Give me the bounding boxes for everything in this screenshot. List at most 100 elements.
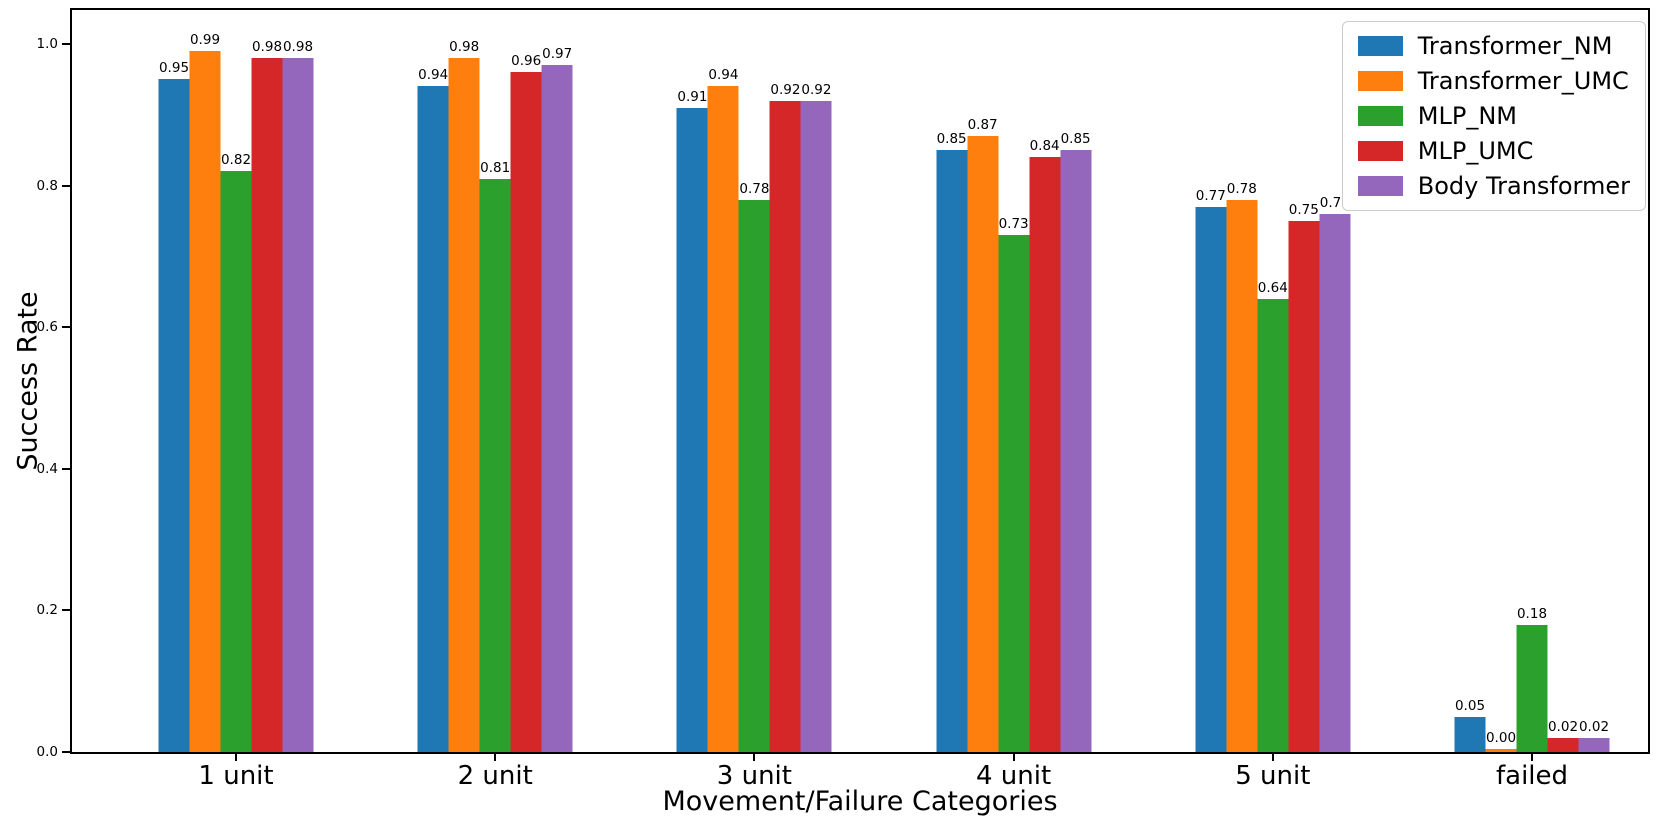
- y-axis-tick-mark: [62, 184, 70, 187]
- bar-value-label: 0.18: [1516, 605, 1548, 622]
- x-axis-tick-mark: [1012, 754, 1015, 761]
- legend-item: Transformer_UMC: [1357, 67, 1630, 95]
- legend-label: Transformer_UMC: [1417, 67, 1629, 95]
- bar-Transformer_UMC: 0.98: [448, 39, 480, 752]
- bar-Body-Transformer: 0.97: [541, 46, 573, 752]
- bar-value-label: 0.95: [158, 60, 190, 77]
- bar-Transformer_UMC: 0.00: [1485, 730, 1517, 752]
- bar-value-label: 0.94: [418, 67, 449, 84]
- bar-value-label: 0.99: [189, 32, 221, 49]
- bar-value-label: 0.78: [1226, 180, 1257, 197]
- y-axis-tick-label: 0.6: [36, 319, 58, 336]
- bar-group-2-unit: 0.94 0.98 0.81 0.96 0.97: [417, 39, 573, 752]
- bar-Body-Transformer: 0.92: [800, 82, 832, 752]
- bar-Body-Transformer: 0.76: [1319, 195, 1351, 752]
- x-axis-category-label: 5 unit: [1235, 761, 1311, 791]
- bar-value-label: 0.85: [936, 131, 967, 148]
- bar-MLP_NM: 0.18: [1516, 606, 1548, 752]
- bar-Transformer_NM: 0.91: [676, 89, 708, 752]
- x-axis-category-label: 4 unit: [976, 761, 1052, 791]
- x-axis-category-label: 1 unit: [198, 761, 274, 791]
- y-axis-tick-label: 1.0: [36, 35, 58, 52]
- bar-value-label: 0.64: [1257, 279, 1288, 296]
- bar-Body-Transformer: 0.02: [1578, 719, 1610, 752]
- bar-value-label: 0.05: [1454, 697, 1486, 714]
- x-axis-category-label: 3 unit: [716, 761, 792, 791]
- y-axis-tick-label: 0.2: [36, 602, 58, 619]
- bar-group-failed: 0.05 0.00 0.18 0.02 0.02: [1454, 606, 1610, 752]
- bar-value-label: 0.82: [220, 152, 252, 169]
- bar-MLP_UMC: 0.98: [251, 39, 283, 752]
- y-axis-tick-label: 0.0: [36, 744, 58, 760]
- bar-value-label: 0.73: [998, 216, 1029, 233]
- bar-Transformer_NM: 0.94: [417, 67, 449, 752]
- legend-label: Transformer_NM: [1417, 32, 1613, 60]
- bar-Transformer_NM: 0.05: [1454, 698, 1486, 752]
- legend-item: MLP_UMC: [1357, 137, 1630, 165]
- bar-value-label: 0.78: [739, 180, 770, 197]
- bar-value-label: 0.84: [1029, 138, 1060, 155]
- bar-value-label: 0.87: [967, 117, 998, 134]
- legend-item: Transformer_NM: [1357, 32, 1630, 60]
- bar-Body-Transformer: 0.98: [282, 39, 314, 752]
- bar-value-label: 0.02: [1578, 718, 1610, 735]
- bar-MLP_NM: 0.78: [738, 181, 770, 752]
- x-axis-tick-mark: [1271, 754, 1274, 761]
- bar-MLP_UMC: 0.92: [769, 82, 801, 752]
- y-axis-tick-mark: [62, 751, 70, 753]
- legend-swatch: [1357, 36, 1403, 56]
- bar-Body-Transformer: 0.85: [1060, 131, 1092, 752]
- x-axis-tick-mark: [753, 754, 756, 761]
- legend-item: Body Transformer: [1357, 172, 1630, 200]
- bar-Transformer_UMC: 0.78: [1226, 181, 1258, 752]
- bar-MLP_UMC: 0.84: [1029, 138, 1061, 752]
- legend: Transformer_NM Transformer_UMC MLP_NM MLP_U…: [1341, 21, 1646, 211]
- legend-label: Body Transformer: [1417, 172, 1630, 200]
- bar-MLP_NM: 0.82: [220, 152, 252, 752]
- x-axis-tick-mark: [1531, 754, 1533, 761]
- bar-value-label: 0.91: [677, 88, 708, 105]
- y-axis-tick-mark: [62, 609, 70, 612]
- bar-group-1-unit: 0.95 0.99 0.82 0.98 0.98: [158, 32, 314, 752]
- x-axis-tick-mark: [235, 754, 237, 761]
- bar-MLP_UMC: 0.02: [1547, 719, 1579, 752]
- y-axis-tick-label: 0.8: [36, 177, 58, 194]
- x-axis-title: Movement/Failure Categories: [662, 786, 1058, 817]
- bar-Transformer_NM: 0.77: [1195, 188, 1227, 752]
- y-axis-tick-mark: [62, 467, 70, 470]
- bar-value-label: 0.97: [542, 46, 573, 63]
- legend-swatch: [1357, 176, 1403, 196]
- bar-MLP_UMC: 0.96: [510, 53, 542, 752]
- bar-value-label: 0.77: [1195, 187, 1226, 204]
- bar-value-label: 0.00: [1485, 730, 1517, 746]
- bar-value-label: 0.98: [251, 39, 283, 56]
- bar-value-label: 0.98: [282, 39, 314, 56]
- bar-value-label: 0.81: [480, 159, 511, 176]
- y-axis-tick-mark: [62, 42, 70, 45]
- y-axis-tick-label: 0.4: [36, 460, 58, 477]
- legend-label: MLP_UMC: [1417, 137, 1534, 165]
- bar-value-label: 0.85: [1060, 131, 1091, 148]
- legend-swatch: [1357, 141, 1403, 161]
- bar-MLP_NM: 0.81: [479, 160, 511, 752]
- bar-value-label: 0.75: [1288, 202, 1319, 218]
- bar-value-label: 0.92: [770, 81, 801, 98]
- legend-swatch: [1357, 106, 1403, 126]
- bar-MLP_NM: 0.73: [998, 216, 1030, 752]
- bar-group-4-unit: 0.85 0.87 0.73 0.84 0.85: [936, 117, 1092, 752]
- legend-item: MLP_NM: [1357, 102, 1630, 130]
- x-axis-category-label: failed: [1495, 761, 1569, 791]
- x-axis-tick-mark: [494, 754, 497, 761]
- bar-Transformer_NM: 0.95: [158, 60, 190, 752]
- x-axis-category-label: 2 unit: [457, 761, 533, 791]
- bar-Transformer_NM: 0.85: [936, 131, 968, 752]
- legend-swatch: [1357, 71, 1403, 91]
- bar-value-label: 0.98: [449, 39, 480, 56]
- bar-value-label: 0.92: [801, 81, 832, 98]
- legend-label: MLP_NM: [1417, 102, 1517, 130]
- bar-group-3-unit: 0.91 0.94 0.78 0.92 0.92: [676, 67, 832, 752]
- bar-Transformer_UMC: 0.99: [189, 32, 221, 752]
- bar-MLP_UMC: 0.75: [1288, 202, 1320, 752]
- bar-group-5-unit: 0.77 0.78 0.64 0.75 0.76: [1195, 181, 1351, 752]
